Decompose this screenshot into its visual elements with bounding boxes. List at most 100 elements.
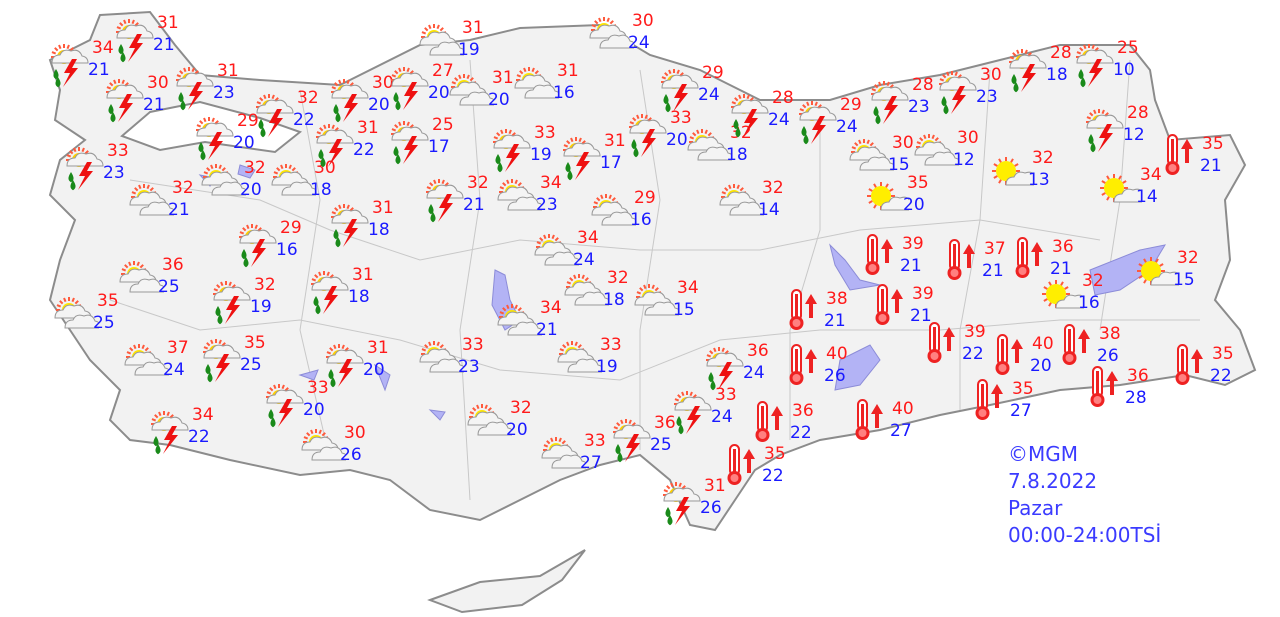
low-temp: 20 (666, 130, 688, 150)
station-forecast: 34 22 (151, 406, 214, 455)
low-temp: 13 (1028, 170, 1050, 190)
high-temp: 32 (762, 178, 784, 198)
high-temp: 32 (510, 398, 532, 418)
low-temp: 21 (168, 200, 190, 220)
high-temp: 31 (357, 118, 379, 138)
station-forecast: 30 12 (914, 129, 979, 169)
low-temp: 20 (488, 90, 510, 110)
high-temp: 35 (1202, 134, 1224, 154)
low-temp: 25 (650, 435, 672, 455)
low-temp: 28 (1125, 388, 1147, 408)
station-forecast: 31 18 (311, 266, 374, 315)
low-temp: 23 (213, 83, 235, 103)
station-forecast: 32 18 (564, 269, 629, 309)
low-temp: 21 (536, 320, 558, 340)
high-temp: 30 (344, 423, 366, 443)
low-temp: 25 (93, 313, 115, 333)
low-temp: 22 (962, 344, 984, 364)
low-temp: 26 (340, 445, 362, 465)
station-forecast: 38 26 (1062, 324, 1121, 365)
low-temp: 17 (428, 137, 450, 157)
high-temp: 34 (540, 298, 562, 318)
low-temp: 24 (743, 363, 765, 383)
low-temp: 22 (293, 110, 315, 130)
high-temp: 28 (912, 75, 934, 95)
low-temp: 23 (103, 163, 125, 183)
high-temp: 34 (540, 173, 562, 193)
low-temp: 25 (240, 355, 262, 375)
low-temp: 16 (630, 210, 652, 230)
low-temp: 21 (143, 95, 165, 115)
high-temp: 32 (172, 178, 194, 198)
high-temp: 32 (467, 173, 489, 193)
low-temp: 18 (348, 287, 370, 307)
station-forecast: 32 19 (213, 276, 276, 325)
station-forecast: 29 24 (661, 64, 724, 113)
low-temp: 26 (824, 366, 846, 386)
low-temp: 23 (536, 195, 558, 215)
station-forecast: 29 16 (591, 189, 656, 229)
low-temp: 14 (1136, 187, 1158, 207)
low-temp: 20 (506, 420, 528, 440)
high-temp: 28 (772, 88, 794, 108)
low-temp: 18 (726, 145, 748, 165)
station-forecast: 33 27 (541, 432, 606, 472)
high-temp: 33 (462, 335, 484, 355)
station-forecast: 33 20 (266, 379, 329, 428)
high-temp: 35 (1212, 344, 1234, 364)
low-temp: 20 (233, 133, 255, 153)
station-forecast: 35 20 (867, 174, 929, 214)
low-temp: 16 (276, 240, 298, 260)
station-forecast: 31 19 (419, 19, 484, 59)
high-temp: 31 (372, 198, 394, 218)
station-forecast: 32 20 (201, 159, 266, 199)
low-temp: 20 (363, 360, 385, 380)
map-footer: ©MGM 7.8.2022 Pazar 00:00-24:00TSİ (1008, 441, 1161, 549)
station-forecast: 32 16 (1042, 272, 1104, 312)
station-forecast: 32 15 (1137, 249, 1199, 289)
high-temp: 32 (1082, 271, 1104, 291)
station-forecast: 36 28 (1090, 366, 1149, 407)
station-forecast: 32 21 (129, 179, 194, 219)
low-temp: 20 (1030, 356, 1052, 376)
station-forecast: 30 20 (331, 74, 394, 123)
station-forecast: 34 14 (1100, 166, 1162, 206)
high-temp: 31 (704, 476, 726, 496)
station-forecast: 33 20 (629, 109, 692, 158)
high-temp: 31 (352, 265, 374, 285)
high-temp: 34 (1140, 165, 1162, 185)
high-temp: 29 (280, 218, 302, 238)
high-temp: 31 (157, 13, 179, 33)
station-forecast: 30 23 (939, 66, 1002, 115)
station-forecast: 33 23 (419, 336, 484, 376)
station-forecast: 33 19 (493, 124, 556, 173)
station-forecast: 33 24 (674, 386, 737, 435)
high-temp: 35 (244, 333, 266, 353)
station-forecast: 39 22 (927, 322, 986, 363)
low-temp: 10 (1113, 60, 1135, 80)
high-temp: 38 (826, 289, 848, 309)
low-temp: 20 (903, 195, 925, 215)
low-temp: 27 (1010, 401, 1032, 421)
station-forecast: 25 10 (1076, 39, 1139, 88)
high-temp: 31 (492, 68, 514, 88)
high-temp: 40 (826, 344, 848, 364)
high-temp: 35 (907, 173, 929, 193)
low-temp: 26 (700, 498, 722, 518)
high-temp: 33 (107, 141, 129, 161)
station-forecast: 30 26 (301, 424, 366, 464)
station-forecast: 33 19 (557, 336, 622, 376)
high-temp: 39 (912, 284, 934, 304)
high-temp: 37 (167, 338, 189, 358)
low-temp: 24 (573, 250, 595, 270)
low-temp: 20 (368, 95, 390, 115)
low-temp: 12 (953, 150, 975, 170)
high-temp: 34 (677, 278, 699, 298)
high-temp: 32 (297, 88, 319, 108)
station-forecast: 37 24 (124, 339, 189, 379)
high-temp: 30 (147, 73, 169, 93)
station-forecast: 30 24 (589, 12, 654, 52)
day-text: Pazar (1008, 496, 1063, 520)
low-temp: 17 (600, 153, 622, 173)
